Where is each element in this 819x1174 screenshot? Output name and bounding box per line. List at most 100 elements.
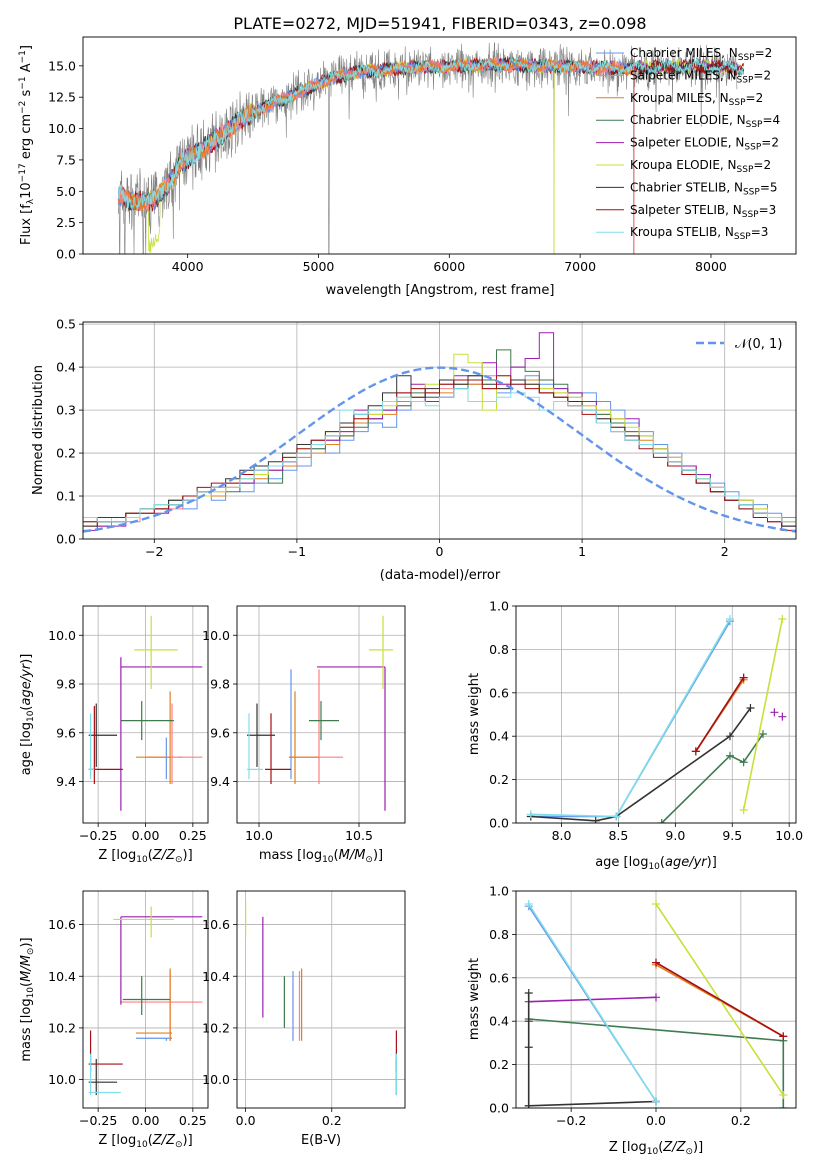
weight-age-tick-label-x: 9.0 — [665, 828, 685, 843]
weight-marker — [770, 708, 779, 717]
weight-line — [655, 961, 784, 1038]
mass-z-frame — [82, 890, 209, 1109]
histogram-tick-label-x: 1 — [578, 544, 586, 559]
age-z-frame — [82, 605, 209, 824]
weight-marker — [652, 958, 660, 967]
weight-marker — [725, 732, 734, 741]
legend-label: Salpeter ELODIE, NSSP=2 — [630, 136, 779, 153]
weight-marker — [652, 1097, 660, 1106]
mass-z-xlabel: Z [log10(Z/Z⊙)] — [98, 1133, 192, 1150]
weight-marker — [779, 1090, 788, 1099]
weight-marker — [652, 900, 660, 909]
weight-z-tick-label-x: 0.2 — [731, 1113, 751, 1128]
legend-label: Salpeter STELIB, NSSP=3 — [630, 203, 776, 220]
weight-age-tick-label-y: 1.0 — [489, 599, 509, 614]
age-mass-tick-label-y: 9.4 — [210, 774, 230, 789]
weight-line — [695, 677, 745, 752]
legend-label: Kroupa MILES, NSSP=2 — [630, 91, 763, 108]
mass-z-tick-label-y: 10.4 — [48, 969, 76, 984]
mass-ebv-tick-label-y: 10.0 — [202, 1072, 230, 1087]
histogram-tick-label-y: 0.3 — [56, 403, 76, 418]
weight-marker — [739, 673, 748, 682]
mass-ebv-tick-label-x: 0.2 — [322, 1113, 342, 1128]
weight-marker — [778, 712, 787, 721]
age-z-tick-label-y: 9.8 — [56, 677, 76, 692]
mass-z-tick-label-x: −0.25 — [79, 1113, 117, 1128]
clip-age-mass-group — [247, 615, 393, 811]
mass-ebv-tick-label-y: 10.6 — [202, 917, 230, 932]
weight-marker — [691, 747, 700, 756]
spectrum-tick-label-x: 8000 — [695, 259, 727, 274]
weight-marker — [657, 819, 666, 823]
weight-age-tick-label-y: 0.4 — [489, 729, 509, 744]
weight-z-tick-label-y: 0.2 — [489, 1057, 509, 1072]
weight-z-tick-label-y: 1.0 — [489, 884, 509, 899]
model-spectrum — [117, 57, 745, 210]
weight-marker — [758, 730, 767, 739]
weight-age-tick-label-y: 0.6 — [489, 685, 509, 700]
clip-mass-z-group — [88, 906, 203, 1096]
age-z-tick-label-y: 9.6 — [56, 725, 76, 740]
normal-curve — [83, 366, 796, 533]
mass-z-tick-label-y: 10.0 — [48, 1072, 76, 1087]
weight-line — [742, 618, 784, 811]
mass-ebv-tick-label-x: 0.0 — [236, 1113, 256, 1128]
spectrum-ylabel: Flux [fλ10−17 erg cm−2 s−1 A−1] — [18, 45, 36, 245]
weight-z-tick-label-y: 0.6 — [489, 970, 509, 985]
age-mass-tick-label-y: 10.0 — [202, 628, 230, 643]
spectrum-tick-label-y: 10.0 — [48, 121, 76, 136]
age-mass-xlabel: mass [log10(M/M⊙)] — [259, 848, 383, 865]
age-z-tick-label-x: 0.25 — [179, 828, 207, 843]
histogram-tick-label-x: 2 — [721, 544, 729, 559]
weight-age-tick-label-x: 8.5 — [608, 828, 628, 843]
age-mass-tick-label-y: 9.8 — [210, 677, 230, 692]
mass-z-tick-label-y: 10.2 — [48, 1020, 76, 1035]
clip-mass-ebv-group — [245, 901, 397, 1096]
weight-z-tick-label-y: 0.0 — [489, 1101, 509, 1116]
histogram-frame — [82, 321, 797, 540]
spectrum-tick-label-y: 7.5 — [56, 152, 76, 167]
spectrum-tick-label-y: 15.0 — [48, 58, 76, 73]
weight-marker — [746, 703, 755, 712]
weight-marker — [526, 810, 535, 819]
histogram-tick-label-x: −2 — [145, 544, 163, 559]
age-z-tick-label-x: −0.25 — [79, 828, 117, 843]
mass-z-tick-label-y: 10.6 — [48, 917, 76, 932]
weight-marker — [725, 751, 734, 760]
spectrum-xlabel: wavelength [Angstrom, rest frame] — [326, 283, 555, 298]
spectrum-tick-label-y: 12.5 — [48, 90, 76, 105]
spectrum-tick-label-y: 2.5 — [56, 215, 76, 230]
histogram-tick-label-y: 0.2 — [56, 446, 76, 461]
age-mass-tick-label-y: 9.6 — [210, 725, 230, 740]
mass-ebv-tick-label-y: 10.4 — [202, 969, 230, 984]
age-mass-frame — [236, 605, 406, 824]
histogram-tick-label-y: 0.0 — [56, 532, 76, 547]
age-mass-tick-label-x: 10.0 — [245, 828, 273, 843]
weight-marker — [524, 1017, 533, 1026]
age-z-tick-label-y: 9.4 — [56, 774, 76, 789]
legend-label: Kroupa STELIB, NSSP=3 — [630, 225, 768, 242]
clip-spec-group — [117, 42, 745, 254]
weight-age-xlabel: age [log10(age/yr)] — [595, 855, 717, 872]
weight-age-tick-label-y: 0.2 — [489, 772, 509, 787]
mass-ebv-tick-label-y: 10.2 — [202, 1020, 230, 1035]
spectrum-tick-label-y: 5.0 — [56, 184, 76, 199]
mass-ebv-xlabel: E(B-V) — [301, 1133, 341, 1148]
legend-label: Salpeter MILES, NSSP=2 — [630, 68, 771, 85]
spectrum-tick-label-x: 6000 — [433, 259, 465, 274]
weight-z-xlabel: Z [log10(Z/Z⊙)] — [609, 1140, 703, 1157]
weight-marker — [725, 615, 734, 624]
legend-label: Kroupa ELODIE, NSSP=2 — [630, 158, 771, 175]
mass-z-tick-label-x: 0.00 — [132, 1113, 160, 1128]
weight-marker — [524, 1101, 533, 1108]
weight-age-tick-label-x: 10.0 — [775, 828, 803, 843]
legend-label: Chabrier ELODIE, NSSP=4 — [630, 113, 780, 130]
age-z-tick-label-x: 0.00 — [132, 828, 160, 843]
legend-label: Chabrier MILES, NSSP=2 — [630, 46, 772, 63]
weight-marker — [524, 900, 533, 909]
weight-marker — [612, 812, 621, 821]
weight-z-tick-label-x: −0.2 — [556, 1113, 586, 1128]
age-mass-tick-label-x: 10.5 — [345, 828, 373, 843]
spectrum-tick-label-y: 0.0 — [56, 247, 76, 262]
weight-marker — [524, 1043, 533, 1052]
